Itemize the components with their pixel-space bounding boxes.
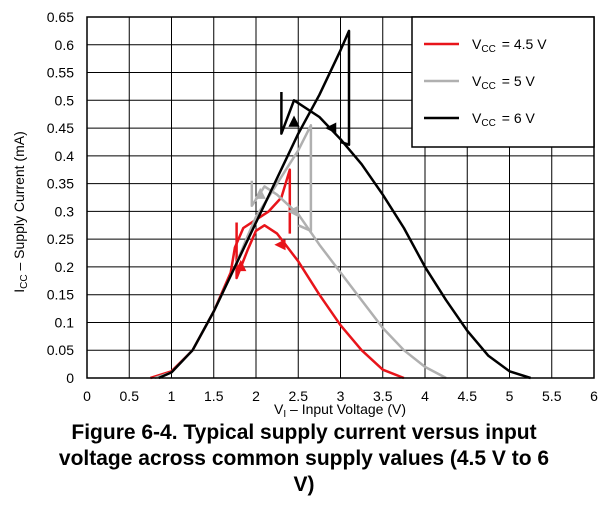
x-tick-label: 1.5 [204,388,224,404]
x-tick-label: 2.5 [289,388,309,404]
x-tick-label: 4.5 [458,388,478,404]
y-tick-label: 0.65 [47,9,74,25]
series-0 [150,168,405,380]
y-tick-label: 0.6 [55,37,75,53]
x-tick-label: 2 [252,388,260,404]
y-tick-label: 0.3 [55,203,75,219]
x-tick-label: 5 [506,388,514,404]
direction-arrow-icon [274,239,286,251]
series-line-rising [154,124,313,380]
y-tick-label: 0.5 [55,92,75,108]
series-line-falling [280,92,531,380]
chart-axes: 0 0.5 1 1.5 2 2.5 3 3.5 4 4.5 5 5.5 6 0 0.05 0.1 0.15 0.2… [47,9,598,404]
supply-current-chart: 0 0.5 1 1.5 2 2.5 3 3.5 4 4.5 5 5.5 6 0 0.05 0.1 0.15 0.2… [11,9,598,420]
legend-label: VCC = 4.5 V [472,36,547,55]
y-tick-label: 0.05 [47,342,74,358]
y-tick-label: 0.1 [55,314,75,330]
series-line-falling [250,180,447,380]
x-tick-label: 4 [421,388,429,404]
direction-arrow-icon [287,205,299,217]
y-tick-label: 0.35 [47,176,74,192]
plot-frame [86,16,595,379]
caption-line-2: voltage across common supply values (4.5… [58,447,550,470]
legend-label: VCC = 6 V [472,110,536,129]
direction-arrow-icon [254,187,266,199]
x-tick-label: 0 [83,388,91,404]
y-tick-label: 0.25 [47,231,74,247]
series-line-falling [235,222,405,380]
series-2 [158,29,531,380]
y-tick-label: 0.55 [47,65,74,81]
legend-label: VCC = 5 V [472,73,536,92]
chart-series [150,29,531,380]
y-tick-label: 0.15 [47,287,74,303]
chart-legend: VCC = 4.5 V VCC = 5 V VCC = 6 V [411,16,595,148]
y-tick-label: 0 [66,370,74,386]
caption-line-3: V) [293,473,315,496]
y-tick-label: 0.2 [55,259,75,275]
x-tick-label: 3 [337,388,345,404]
y-tick-label: 0.4 [55,148,75,164]
x-tick-label: 1 [168,388,176,404]
x-tick-label: 5.5 [542,388,562,404]
series-line-rising [158,29,351,380]
x-axis-label: VI – Input Voltage (V) [274,401,406,420]
direction-arrow-icon [235,259,247,272]
caption-line-1: Figure 6-4. Typical supply current versu… [71,421,537,444]
direction-arrow-icon [288,115,300,127]
x-tick-label: 0.5 [120,388,140,404]
direction-arrow-icon [325,122,337,134]
y-tick-label: 0.45 [47,120,74,136]
figure-caption: Figure 6-4. Typical supply current versu… [0,420,608,498]
x-tick-label: 3.5 [373,388,393,404]
y-axis-label: ICC – Supply Current (mA) [11,131,30,293]
x-tick-label: 6 [590,388,598,404]
